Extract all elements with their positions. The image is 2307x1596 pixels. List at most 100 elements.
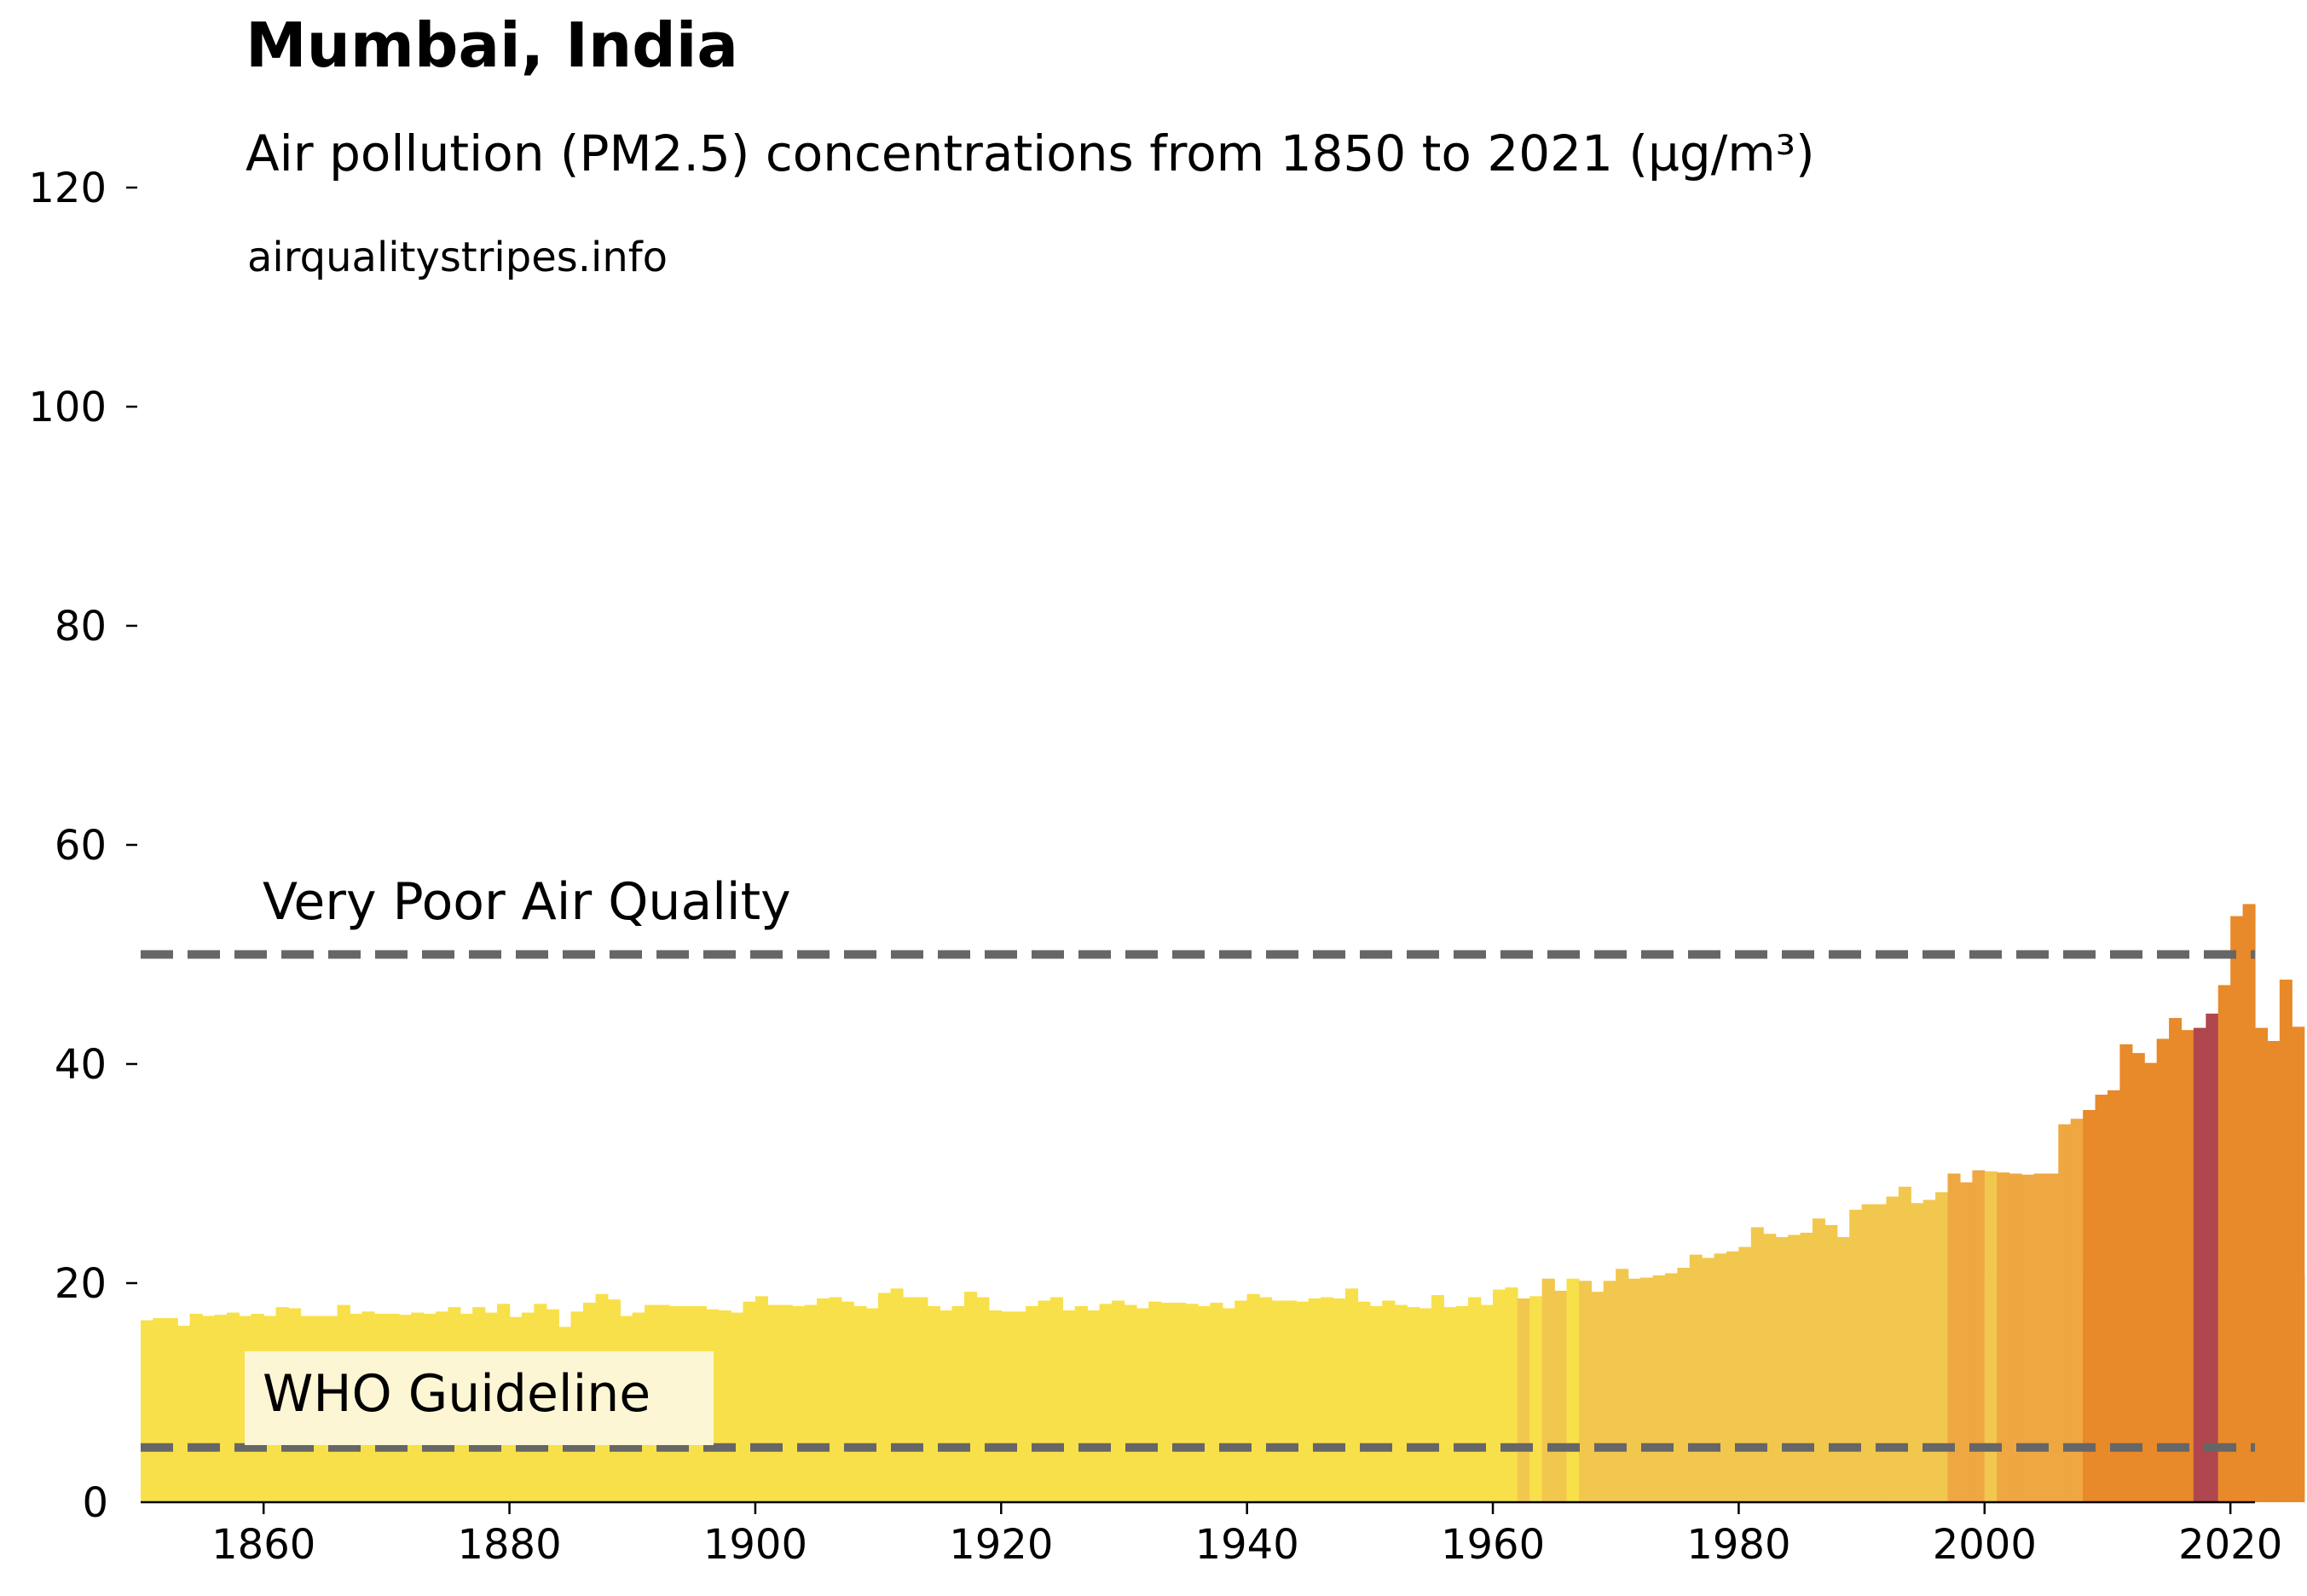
y-tick-label-60: 60	[55, 822, 107, 870]
bar-1935	[1185, 1304, 1199, 1502]
bar-1959	[1480, 1304, 1494, 1502]
bar-1924	[1049, 1297, 1063, 1502]
bar-1983	[1775, 1237, 1789, 1502]
bar-1947	[1333, 1298, 1346, 1502]
bar-1973	[1652, 1275, 1666, 1502]
reference-label-who-guideline: WHO Guideline	[263, 1364, 650, 1424]
bar-1970	[1616, 1269, 1629, 1502]
bar-1958	[1468, 1297, 1482, 1502]
bar-2022	[2255, 1027, 2269, 1502]
bar-1974	[1664, 1273, 1678, 1502]
bar-2005	[2045, 1173, 2059, 1502]
y-tick-label-120: 120	[28, 165, 107, 212]
bar-1928	[1099, 1304, 1113, 1502]
bar-1962	[1517, 1298, 1530, 1502]
x-tick-label-2000: 2000	[1933, 1521, 2037, 1569]
bar-1915	[940, 1310, 953, 1503]
bar-2024	[2279, 980, 2293, 1502]
bar-2019	[2217, 985, 2231, 1502]
bar-1925	[1062, 1310, 1076, 1503]
bar-1991	[1874, 1204, 1888, 1502]
bar-1898	[731, 1312, 744, 1502]
x-tick-label-2020: 2020	[2178, 1521, 2282, 1569]
bar-1967	[1578, 1281, 1592, 1502]
y-tick-label-80: 80	[55, 603, 107, 651]
y-tick-label-0: 0	[82, 1479, 108, 1527]
axes-layer: 1860 1880 1900 1920 1940 1960 1980 2000 2020 0 20 4…	[28, 165, 2282, 1569]
bar-1948	[1345, 1288, 1359, 1502]
bar-1951	[1382, 1300, 1396, 1502]
bar-1856	[214, 1315, 228, 1502]
bar-1908	[853, 1305, 867, 1502]
bar-1943	[1283, 1300, 1297, 1502]
bar-1923	[1038, 1300, 1051, 1502]
bar-1852	[165, 1318, 178, 1502]
who-label-background	[245, 1351, 714, 1445]
bar-2007	[2070, 1119, 2084, 1502]
bar-1964	[1541, 1278, 1555, 1502]
bar-1945	[1308, 1298, 1321, 1502]
bar-1953	[1407, 1307, 1420, 1502]
bar-2014	[2156, 1038, 2170, 1502]
bar-1927	[1087, 1310, 1101, 1503]
bar-1952	[1394, 1304, 1408, 1502]
bar-1850	[141, 1320, 154, 1502]
bar-1938	[1222, 1308, 1235, 1502]
bar-1918	[976, 1297, 990, 1502]
bar-1988	[1836, 1237, 1850, 1502]
bar-1996	[1935, 1192, 1949, 1502]
bar-1941	[1259, 1297, 1273, 1502]
bar-2006	[2058, 1124, 2072, 1502]
bar-2003	[2021, 1174, 2035, 1502]
bar-2012	[2131, 1053, 2145, 1502]
bar-1917	[964, 1292, 978, 1502]
y-tick-label-40: 40	[55, 1041, 107, 1089]
bar-1913	[915, 1297, 928, 1502]
bar-1940	[1246, 1293, 1260, 1502]
x-tick-label-1920: 1920	[949, 1521, 1053, 1569]
bar-1914	[927, 1305, 940, 1502]
bar-1942	[1271, 1300, 1285, 1502]
bar-2009	[2095, 1094, 2108, 1502]
bar-1993	[1898, 1186, 1911, 1502]
bar-1995	[1922, 1200, 1936, 1502]
bar-1985	[1800, 1232, 1813, 1502]
bar-2020	[2230, 916, 2244, 1502]
chart-subtitle: Air pollution (PM2.5) concentrations fro…	[246, 124, 1815, 182]
bar-1969	[1603, 1281, 1616, 1502]
y-tick-label-100: 100	[28, 384, 107, 431]
bar-1981	[1750, 1227, 1764, 1502]
bar-2010	[2107, 1090, 2120, 1502]
bar-2016	[2181, 1030, 2194, 1502]
bar-1857	[226, 1312, 240, 1502]
y-tick-label-20: 20	[55, 1260, 107, 1308]
bar-1955	[1431, 1295, 1444, 1502]
bar-1929	[1112, 1300, 1125, 1502]
bar-1994	[1911, 1203, 1924, 1502]
x-tick-label-1860: 1860	[211, 1521, 315, 1569]
bar-1911	[890, 1288, 904, 1502]
bar-1909	[865, 1308, 879, 1502]
bar-1934	[1173, 1303, 1187, 1502]
bar-1910	[878, 1292, 892, 1502]
bar-1992	[1886, 1196, 1899, 1502]
bar-1972	[1640, 1277, 1654, 1502]
reference-label-very-poor-air-quality: Very Poor Air Quality	[263, 872, 791, 932]
bar-2000	[1984, 1171, 1998, 1502]
bar-1921	[1013, 1311, 1026, 1502]
bar-1903	[792, 1305, 806, 1502]
bar-1949	[1357, 1301, 1371, 1502]
bar-1936	[1198, 1305, 1211, 1502]
bar-1946	[1321, 1297, 1334, 1502]
bar-1939	[1234, 1300, 1248, 1502]
bar-1897	[718, 1310, 731, 1503]
bar-1976	[1689, 1254, 1703, 1502]
bar-1900	[755, 1296, 768, 1502]
bar-1902	[779, 1304, 793, 1502]
bar-1971	[1628, 1278, 1641, 1502]
bar-1965	[1554, 1290, 1568, 1502]
bar-1956	[1443, 1307, 1457, 1502]
bar-1907	[841, 1301, 854, 1502]
bars-layer	[141, 904, 2305, 1503]
